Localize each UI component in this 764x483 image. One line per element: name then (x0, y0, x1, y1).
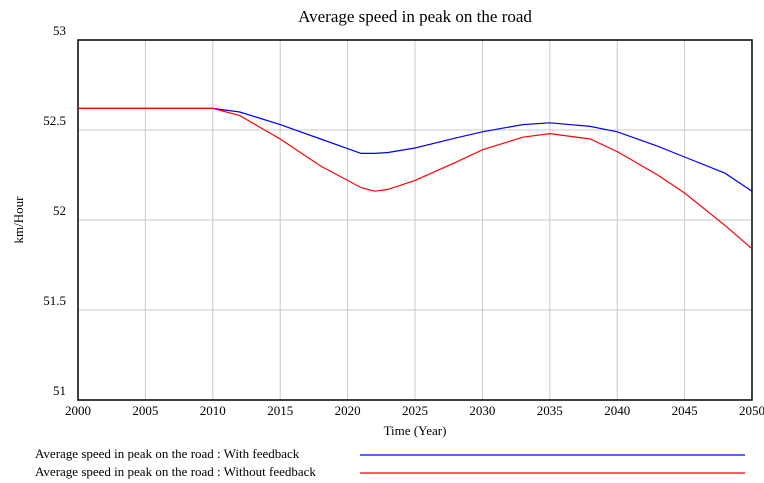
chart-title: Average speed in peak on the road (298, 7, 532, 26)
y-axis-label: km/Hour (11, 196, 26, 244)
x-tick-label: 2035 (537, 403, 563, 418)
x-tick-label: 2000 (65, 403, 91, 418)
x-tick-label: 2005 (132, 403, 158, 418)
x-tick-label: 2050 (739, 403, 764, 418)
plot-frame (77, 39, 753, 401)
y-tick-label: 52 (53, 203, 66, 218)
x-tick-label: 2020 (335, 403, 361, 418)
x-tick-label: 2040 (604, 403, 630, 418)
x-axis-label: Time (Year) (384, 423, 447, 438)
series-line (78, 107, 753, 250)
y-tick-label: 52.5 (43, 113, 66, 128)
x-tick-label: 2025 (402, 403, 428, 418)
y-tick-label: 53 (53, 23, 66, 38)
x-tick-label: 2010 (200, 403, 226, 418)
y-tick-label: 51.5 (43, 293, 66, 308)
series-line (78, 107, 753, 192)
x-tick-label: 2030 (469, 403, 495, 418)
x-tick-label: 2045 (672, 403, 698, 418)
legend-label: Average speed in peak on the road : With… (35, 446, 300, 461)
x-tick-label: 2015 (267, 403, 293, 418)
legend-label: Average speed in peak on the road : With… (35, 464, 316, 479)
y-tick-label: 51 (53, 383, 66, 398)
